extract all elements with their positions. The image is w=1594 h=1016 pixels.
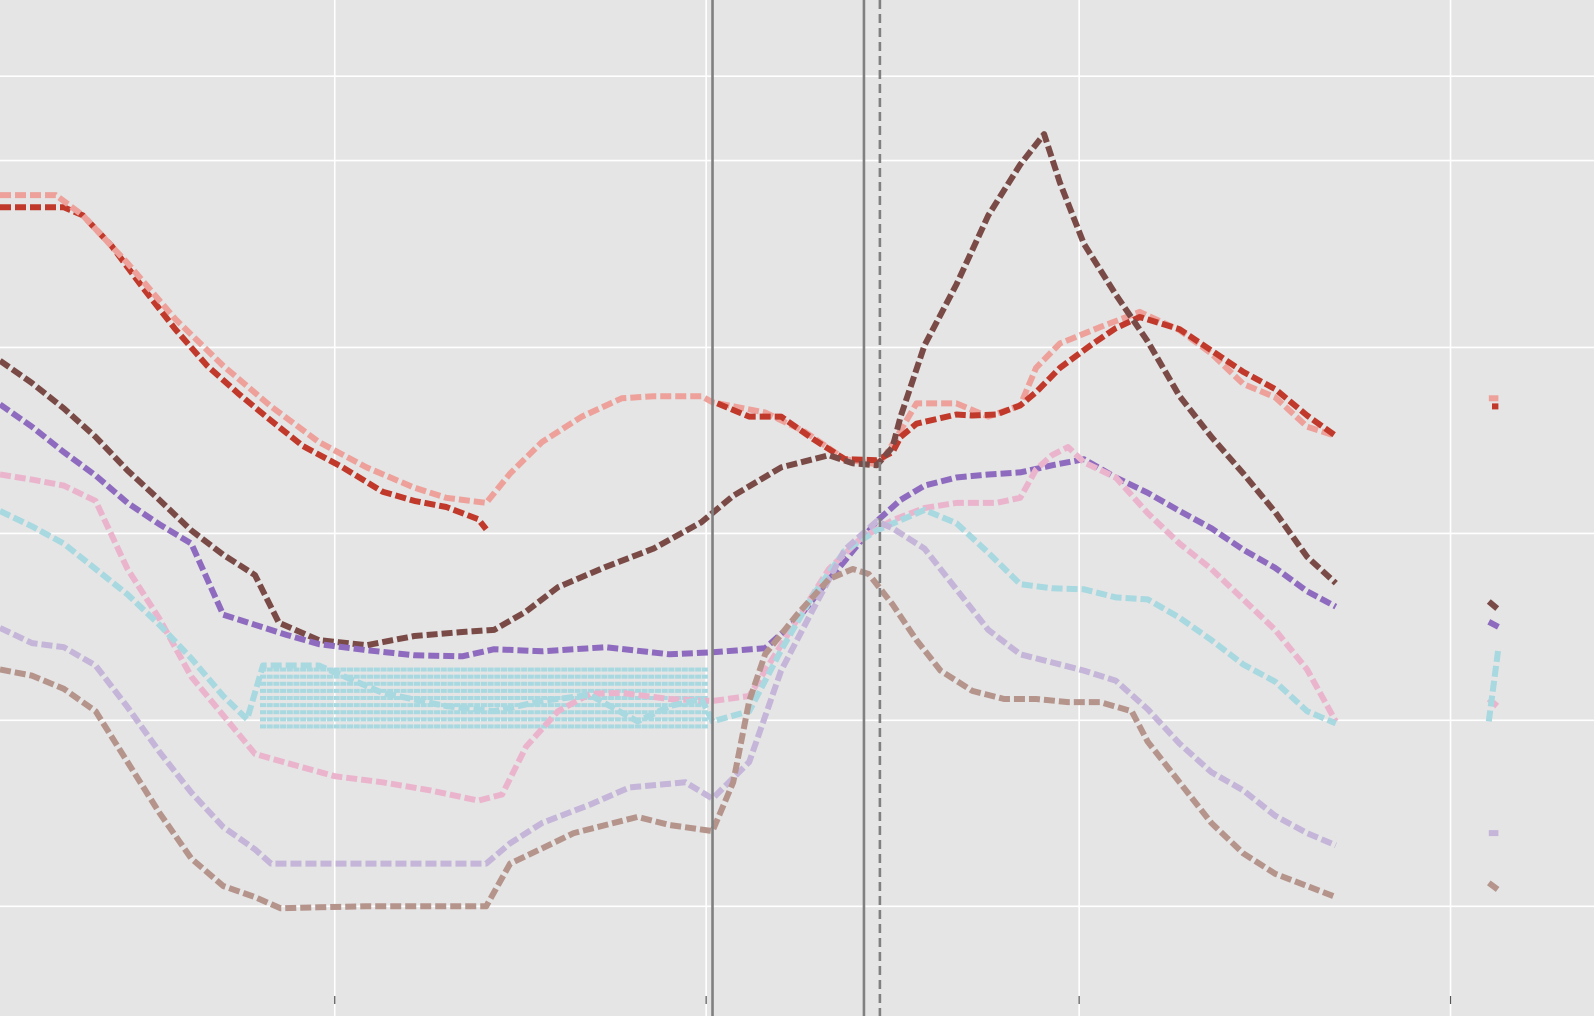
series-3-line bbox=[0, 131, 1338, 649]
series-4-line bbox=[0, 401, 1338, 660]
series-1-line bbox=[0, 192, 1337, 506]
series-8-line bbox=[0, 566, 1337, 912]
series-7-line bbox=[0, 518, 1337, 867]
series-14-line bbox=[1485, 647, 1502, 722]
series-12-line bbox=[1487, 619, 1500, 630]
series-16-line bbox=[1487, 880, 1501, 893]
series-6-line bbox=[0, 507, 1337, 727]
series-11-line bbox=[1486, 599, 1501, 612]
